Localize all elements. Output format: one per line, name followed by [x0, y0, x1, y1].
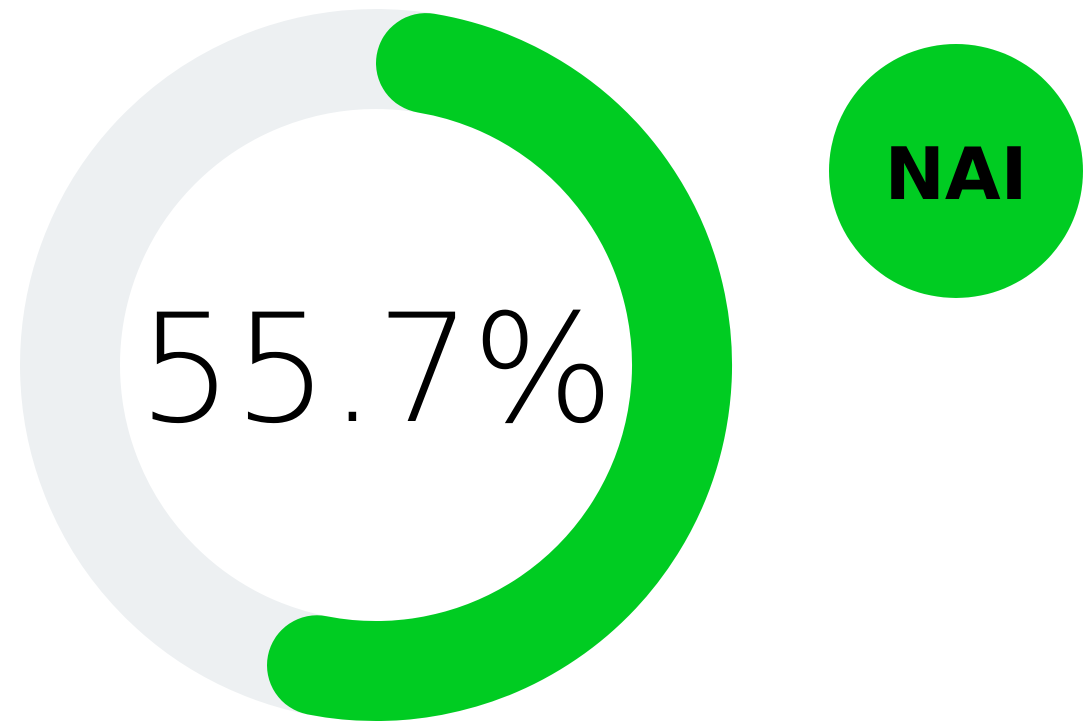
badge — [829, 44, 1083, 298]
gauge-arc — [267, 13, 732, 721]
gauge-value-label: 55.7% — [138, 283, 615, 457]
badge-label: NAI — [885, 132, 1028, 216]
